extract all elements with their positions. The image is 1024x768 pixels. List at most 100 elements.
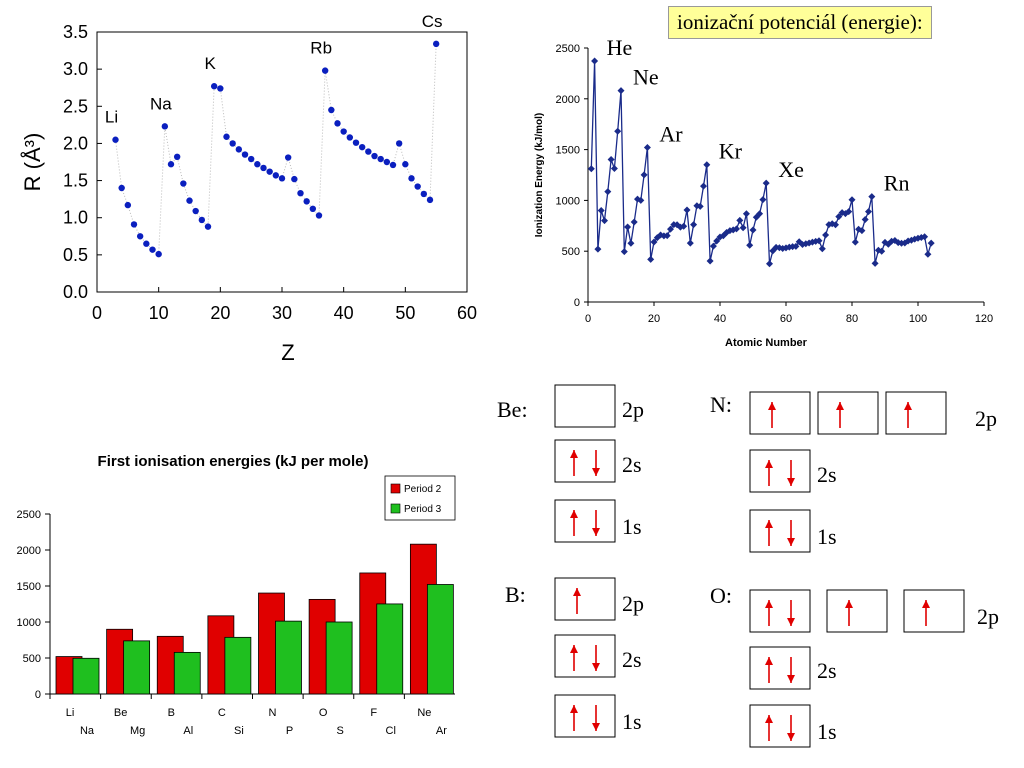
x-tick-label: 40 (334, 303, 354, 323)
spin-down-arrow (592, 450, 600, 476)
data-point (683, 206, 691, 214)
data-point (709, 242, 717, 250)
bar-period-3 (325, 621, 353, 695)
x-axis-label: Atomic Number (725, 337, 808, 349)
orbital-box (554, 499, 616, 543)
sublevel-label: 1s (817, 719, 837, 744)
data-point (729, 226, 737, 234)
x-tick-label: 10 (149, 303, 169, 323)
data-point (130, 221, 138, 228)
y-tick-label: 1000 (17, 617, 41, 629)
element-label: Rb (310, 39, 332, 58)
x-tick-label: 120 (975, 313, 993, 325)
data-point (143, 240, 150, 247)
data-point (420, 190, 428, 198)
spin-down-arrow (592, 645, 600, 671)
x-tick-label: Cl (386, 725, 396, 737)
data-point (865, 208, 872, 216)
sublevel-label: 2p (622, 591, 644, 616)
data-point (297, 190, 304, 197)
orbital-box (817, 391, 879, 435)
first-ionisation-bar-chart: First ionisation energies (kJ per mole) 0… (17, 453, 456, 737)
y-tick-label: 3.5 (63, 22, 88, 42)
orbital-box (749, 449, 811, 493)
y-tick-label: 1.5 (63, 171, 88, 191)
orbital-box (554, 384, 616, 428)
data-point (868, 193, 876, 201)
data-point (112, 136, 119, 143)
element-label: B: (505, 582, 526, 607)
data-point (186, 197, 193, 204)
data-point (647, 255, 655, 263)
plot-frame (96, 31, 468, 293)
data-point (630, 218, 638, 226)
sublevel-label: 2p (622, 397, 644, 422)
spin-up-arrow (765, 715, 773, 741)
spin-up-arrow (570, 450, 578, 476)
data-point (742, 210, 750, 218)
x-tick-label: S (336, 725, 343, 737)
spin-up-arrow (570, 705, 578, 731)
data-point (346, 134, 354, 141)
x-tick-label: 30 (272, 303, 292, 323)
data-point (749, 226, 757, 234)
y-tick-label: 2500 (556, 43, 580, 55)
data-point (696, 202, 704, 210)
data-point (825, 221, 833, 229)
x-tick-label: 0 (92, 303, 102, 323)
data-point (676, 223, 684, 231)
ionization-energy-chart: 0 20 40 60 80 100 120 0 500 1000 1500 2000 2500 Atomi… (534, 35, 993, 349)
x-tick-label: O (319, 707, 328, 719)
orbital-box (826, 589, 888, 633)
data-point (627, 239, 635, 247)
data-point (217, 85, 224, 92)
data-point (614, 127, 622, 135)
x-tick-label: 60 (457, 303, 477, 323)
orbital-diagrams: Be: 2p 2s 1s B: 2p 2s 1s N: 2p 2s 1s O: 2p 2s 1s (497, 384, 999, 748)
y-tick-label: 2000 (17, 545, 41, 557)
element-label: He (607, 35, 633, 60)
chart-title: First ionisation energies (kJ per mole) (98, 453, 369, 470)
spin-up-arrow (768, 402, 776, 428)
data-point (746, 241, 754, 249)
data-point (223, 133, 230, 140)
page-title: ionizační potenciál (energie): (668, 6, 932, 39)
data-point (762, 179, 770, 187)
data-point (637, 196, 645, 204)
data-point (291, 175, 298, 183)
data-point (272, 172, 280, 179)
spin-up-arrow (570, 645, 578, 671)
legend-swatch (390, 483, 401, 494)
spin-down-arrow (592, 510, 600, 536)
data-point (818, 245, 826, 253)
x-tick-label: Na (80, 725, 95, 737)
element-label: K (204, 54, 216, 73)
data-point (591, 57, 599, 65)
data-point (610, 164, 618, 172)
spin-up-arrow (922, 600, 930, 626)
y-tick-label: 2.5 (63, 96, 88, 116)
data-point (624, 223, 632, 231)
spin-down-arrow (787, 715, 795, 741)
data-point (858, 227, 866, 235)
data-point (891, 237, 899, 245)
y-tick-label: 1500 (17, 581, 41, 593)
data-point (848, 196, 856, 204)
data-point (766, 260, 773, 268)
data-point (841, 210, 849, 218)
spin-up-arrow (765, 600, 773, 626)
x-tick-label: C (218, 707, 226, 719)
bar-period-3 (376, 603, 404, 695)
legend-label: Period 3 (404, 504, 442, 515)
data-point (377, 155, 384, 163)
x-tick-label: Li (66, 707, 75, 719)
data-point (686, 239, 694, 247)
data-point (924, 250, 932, 258)
spin-down-arrow (592, 705, 600, 731)
data-point (594, 245, 602, 253)
element-label: Ne (633, 65, 659, 90)
data-point (321, 67, 329, 74)
data-point (408, 175, 415, 182)
orbital-box (749, 646, 811, 690)
data-point (383, 158, 391, 166)
